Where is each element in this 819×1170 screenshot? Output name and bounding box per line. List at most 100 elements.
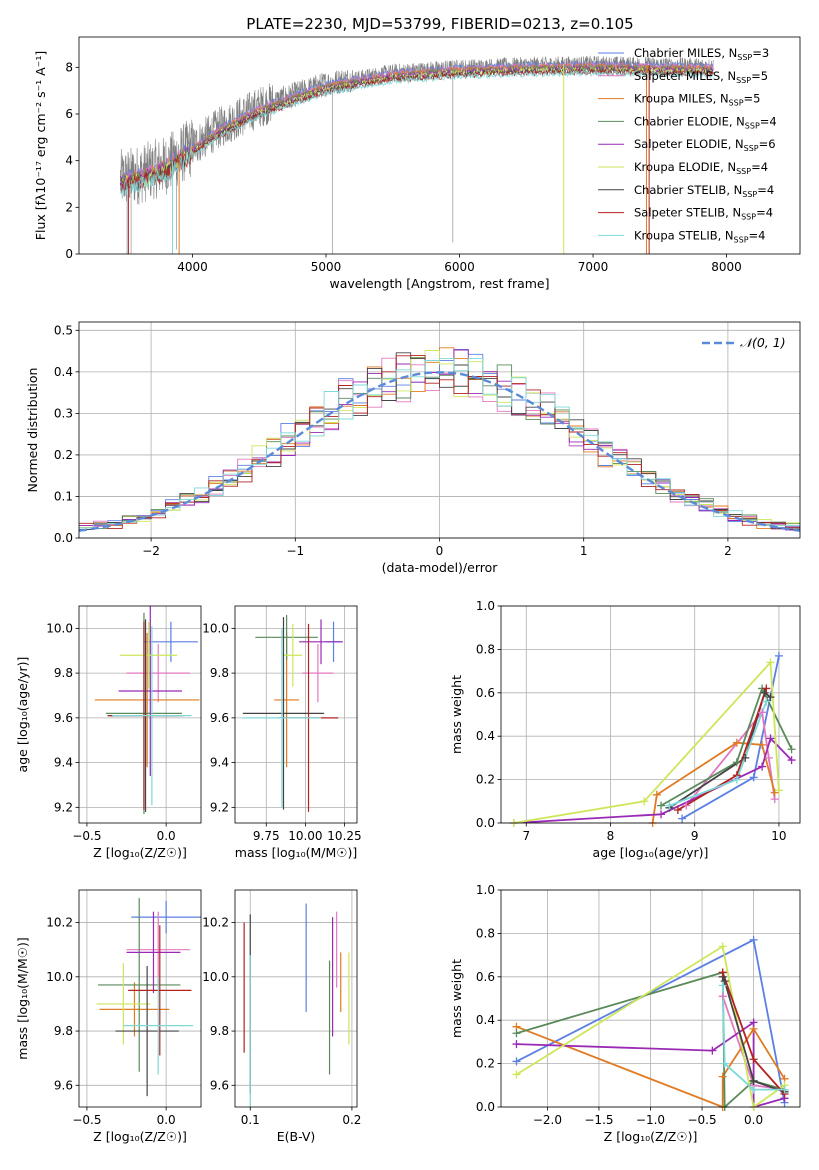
y-tick-label: 0.2 xyxy=(476,773,495,787)
x-tick-label: 6000 xyxy=(444,260,475,274)
x-axis-label: wavelength [Angstrom, rest frame] xyxy=(329,276,549,291)
legend-label-n: =4 xyxy=(757,183,774,197)
y-tick-label: 10.0 xyxy=(202,621,229,635)
x-tick-label: 5000 xyxy=(311,260,342,274)
weight-marker-chabrier_stelib xyxy=(720,977,729,986)
y-tick-label: 10.0 xyxy=(46,621,73,635)
legend-label: Salpeter ELODIE, NSSP=6 xyxy=(634,137,776,153)
y-tick-label: 10.2 xyxy=(202,916,229,930)
x-tick-label: −0.5 xyxy=(687,1113,716,1127)
weight-marker-kroupa_elodie xyxy=(766,658,775,667)
weight-marker-chabrier_stelib xyxy=(749,1076,758,1085)
weight-line-chabrier_stelib xyxy=(669,691,772,809)
weight-marker-kroupa_elodie xyxy=(718,942,727,951)
weight-marker-salpeter_miles xyxy=(682,801,691,810)
weight-marker-kroupa_stelib xyxy=(780,1085,789,1094)
axes-frame xyxy=(78,605,202,824)
legend-label: Salpeter STELIB, NSSP=4 xyxy=(634,206,773,222)
weight-marker-salpeter_miles xyxy=(758,708,767,717)
panel-age-vs-z: −0.5 0.0 9.2 9.4 9.6 9.8 10.0 Z [log₁₀(Z/Z☉)] ag… xyxy=(15,605,202,860)
x-tick-label: 10.25 xyxy=(327,829,361,843)
y-tick-label: 0.4 xyxy=(476,729,495,743)
panel-residuals: −2 −1 0 1 2 0.0 0.1 0.2 0.3 0.4 0.5 (data-model)/er… xyxy=(25,321,801,575)
y-tick-label: 1.0 xyxy=(476,599,495,613)
weight-marker-kroupa_miles xyxy=(652,790,661,799)
y-tick-label: 0.0 xyxy=(476,816,495,830)
weight-line-chabrier_stelib xyxy=(721,976,785,1093)
panel-spectrum: 4000 5000 6000 7000 8000 0 2 4 6 8 wavelength [Ang… xyxy=(33,36,801,291)
legend-label-main: Salpeter ELODIE, N xyxy=(634,137,744,151)
legend-label-n: =4 xyxy=(756,206,773,220)
weight-marker-chabrier_elodie xyxy=(512,1029,521,1038)
y-tick-label: 0.1 xyxy=(54,489,73,503)
weight-marker-salpeter_elodie xyxy=(749,1018,758,1027)
y-tick-label: 0.2 xyxy=(476,1057,495,1071)
weight-marker-salpeter_miles xyxy=(718,992,727,1001)
grid-lines xyxy=(79,606,201,823)
weight-marker-kroupa_stelib xyxy=(665,801,674,810)
legend-label-sub: SSP xyxy=(744,144,759,153)
grid-lines xyxy=(501,889,800,1108)
x-tick-label: 9 xyxy=(691,829,699,843)
x-tick-label: 0 xyxy=(436,544,444,558)
y-tick-label: 8 xyxy=(65,60,73,74)
model-line-salpeter_miles xyxy=(120,61,714,187)
model-line-salpeter_elodie xyxy=(120,64,714,191)
plot-area xyxy=(120,55,714,254)
weight-marker-chabrier_elodie xyxy=(657,801,666,810)
y-tick-label: 0.8 xyxy=(476,642,495,656)
plot-area xyxy=(96,898,201,1097)
y-tick-label: 0.8 xyxy=(476,926,495,940)
legend-label-n: =3 xyxy=(752,46,769,60)
y-tick-label: 9.4 xyxy=(210,756,229,770)
x-tick-label: 10.00 xyxy=(288,829,322,843)
legend-label: Chabrier ELODIE, NSSP=4 xyxy=(634,114,777,130)
panel-age-vs-mass: 9.75 10.00 10.25 9.2 9.4 9.6 9.8 10.0 mass [log₁… xyxy=(202,605,362,860)
x-tick-label: 9.75 xyxy=(253,829,280,843)
grid-lines xyxy=(235,890,357,1107)
x-tick-label: 10 xyxy=(771,829,786,843)
panel-mass-vs-z: −0.5 0.0 9.6 9.8 10.0 10.2 Z [log₁₀(Z/Z☉)] mass… xyxy=(15,889,202,1144)
panel-mass-vs-ebv: 0.1 0.2 9.6 9.8 10.0 10.2 E(B-V) xyxy=(202,889,361,1144)
weight-marker-kroupa_stelib xyxy=(720,1059,729,1068)
legend-label: Chabrier STELIB, NSSP=4 xyxy=(634,183,774,199)
weight-marker-salpeter_elodie xyxy=(766,734,775,743)
legend-label-sub: SSP xyxy=(741,213,756,222)
weight-marker-chabrier_miles xyxy=(512,1057,521,1066)
model-line-salpeter_stelib xyxy=(120,68,714,194)
legend: 𝒩(0, 1) xyxy=(702,335,786,350)
histogram-step-kroupa_stelib xyxy=(79,357,800,529)
weight-marker-kroupa_stelib xyxy=(732,775,741,784)
y-tick-label: 9.6 xyxy=(210,711,229,725)
weight-marker-kroupa_miles xyxy=(718,1072,727,1081)
y-tick-label: 9.8 xyxy=(54,1024,73,1038)
y-axis-label: Normed distribution xyxy=(25,368,40,493)
grid-lines xyxy=(235,606,357,823)
legend-label: Kroupa ELODIE, NSSP=4 xyxy=(634,160,768,176)
x-tick-label: 0.0 xyxy=(157,829,176,843)
weight-marker-salpeter_elodie xyxy=(657,810,666,819)
axes-frame xyxy=(78,321,801,539)
y-tick-label: 0.0 xyxy=(54,531,73,545)
y-tick-label: 2 xyxy=(65,200,73,214)
y-tick-label: 10.2 xyxy=(46,916,73,930)
y-tick-label: 4 xyxy=(65,154,73,168)
grid-lines xyxy=(79,890,201,1107)
axes-frame xyxy=(78,36,801,255)
legend-label-n: =5 xyxy=(744,92,761,106)
y-tick-label: 1.0 xyxy=(476,883,495,897)
x-tick-label: −1.5 xyxy=(584,1113,613,1127)
legend-label: Kroupa STELIB, NSSP=4 xyxy=(634,228,765,244)
weight-marker-chabrier_miles xyxy=(678,814,687,823)
x-tick-label: 0.0 xyxy=(157,1113,176,1127)
axes-frame xyxy=(78,889,202,1108)
weight-marker-chabrier_miles xyxy=(774,651,783,660)
weight-marker-salpeter_elodie xyxy=(758,762,767,771)
x-tick-label: −2 xyxy=(142,544,160,558)
weight-marker-kroupa_miles xyxy=(732,738,741,747)
weight-marker-salpeter_elodie xyxy=(512,1040,521,1049)
y-tick-label: 9.6 xyxy=(54,711,73,725)
weight-line-kroupa_stelib xyxy=(721,985,785,1091)
